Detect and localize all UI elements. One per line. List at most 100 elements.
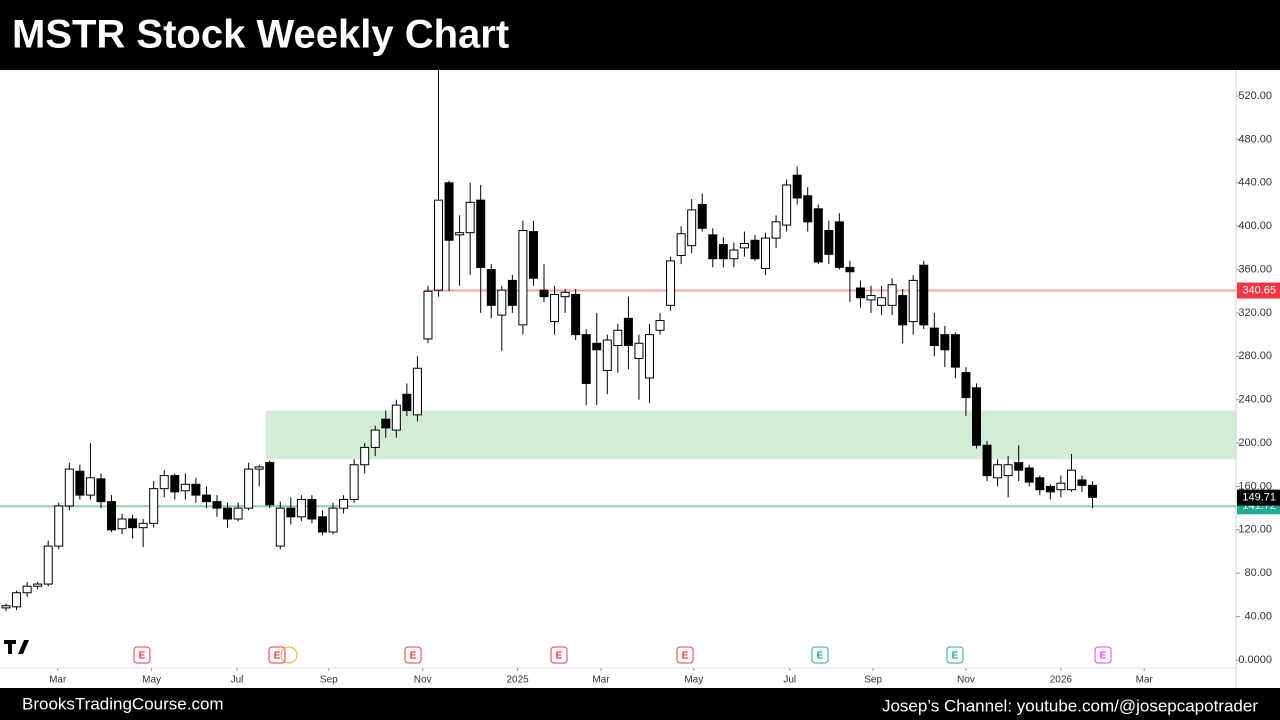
candle-body bbox=[286, 507, 296, 518]
candle-body bbox=[159, 475, 169, 490]
candle-body bbox=[275, 507, 285, 547]
candle-body bbox=[465, 201, 475, 234]
candle-body bbox=[180, 483, 190, 492]
y-tick-label: 0.0000 bbox=[1238, 654, 1272, 666]
candle-body bbox=[486, 269, 496, 306]
x-tick-label: 2026 bbox=[1050, 675, 1073, 686]
candle-body bbox=[1024, 467, 1034, 483]
candle-body bbox=[1003, 464, 1013, 477]
candle-body bbox=[877, 297, 887, 306]
candle-body bbox=[571, 293, 581, 336]
candle-body bbox=[381, 418, 391, 429]
candle-body bbox=[697, 203, 707, 229]
candle-body bbox=[750, 239, 760, 260]
y-tick-label: 80.00 bbox=[1244, 567, 1272, 579]
level-label-box bbox=[1237, 282, 1280, 299]
candle-body bbox=[138, 522, 148, 529]
chart-title: MSTR Stock Weekly Chart bbox=[12, 13, 509, 57]
last-price-box bbox=[1237, 489, 1280, 506]
y-tick-label: 400.00 bbox=[1238, 220, 1272, 232]
candle-body bbox=[244, 468, 254, 509]
candle-body bbox=[370, 429, 380, 448]
candle-body bbox=[528, 231, 538, 279]
candle-body bbox=[1014, 462, 1024, 471]
candle-body bbox=[676, 233, 686, 256]
candle-body bbox=[908, 279, 918, 323]
candle-body bbox=[1035, 477, 1045, 491]
svg-text:E: E bbox=[682, 651, 689, 662]
candle-body bbox=[233, 507, 243, 520]
candle-body bbox=[423, 290, 433, 340]
candle-body bbox=[834, 221, 844, 268]
candle-body bbox=[993, 464, 1003, 479]
y-tick-label: 120.00 bbox=[1238, 524, 1272, 536]
candle-body bbox=[339, 498, 349, 509]
candle-body bbox=[634, 342, 644, 359]
candle-body bbox=[1077, 479, 1087, 486]
candle-body bbox=[898, 295, 908, 326]
candle-body bbox=[391, 404, 401, 431]
x-tick-label: Jul bbox=[231, 675, 244, 686]
y-tick-label: 200.00 bbox=[1238, 437, 1272, 449]
candle-body bbox=[128, 518, 138, 529]
candle-body bbox=[85, 477, 95, 496]
candle-body bbox=[12, 592, 22, 608]
candle-body bbox=[223, 507, 233, 520]
candle-body bbox=[518, 230, 528, 326]
candle-body bbox=[201, 494, 211, 503]
candle-body bbox=[149, 488, 159, 524]
candle-body bbox=[887, 284, 897, 306]
candle-body bbox=[761, 237, 771, 269]
candle-body bbox=[602, 339, 612, 371]
candle-body bbox=[666, 260, 676, 306]
y-tick-label: 440.00 bbox=[1238, 177, 1272, 189]
candle-body bbox=[1, 605, 11, 609]
candle-body bbox=[191, 483, 201, 496]
candle-body bbox=[782, 184, 792, 226]
y-tick-label: 360.00 bbox=[1238, 263, 1272, 275]
candle-body bbox=[117, 518, 127, 530]
footer-bar bbox=[0, 688, 1280, 720]
candle-body bbox=[687, 209, 697, 247]
x-tick-label: Mar bbox=[49, 675, 67, 686]
candle-body bbox=[328, 507, 338, 533]
candle-body bbox=[982, 444, 992, 477]
candle-body bbox=[1066, 469, 1076, 491]
candle-body bbox=[33, 583, 43, 587]
candle-body bbox=[265, 462, 275, 506]
svg-text:E: E bbox=[139, 651, 146, 662]
last-price-label: 149.71 bbox=[1242, 492, 1276, 504]
candle-body bbox=[950, 334, 960, 368]
svg-text:E: E bbox=[952, 651, 959, 662]
candle-body bbox=[771, 221, 781, 239]
candle-body bbox=[845, 266, 855, 273]
svg-text:E: E bbox=[410, 651, 417, 662]
candle-body bbox=[360, 446, 370, 466]
candle-body bbox=[75, 470, 85, 496]
candle-body bbox=[855, 287, 865, 299]
x-tick-label: May bbox=[142, 675, 161, 686]
candle-body bbox=[539, 289, 549, 298]
y-tick-label: 280.00 bbox=[1238, 350, 1272, 362]
candle-body bbox=[434, 199, 444, 291]
candle-body bbox=[412, 367, 422, 416]
candle-body bbox=[349, 464, 359, 500]
candle-body bbox=[170, 475, 180, 493]
logo bbox=[4, 640, 29, 654]
candle-body bbox=[212, 501, 222, 509]
candle-body bbox=[824, 230, 834, 255]
candle-body bbox=[813, 208, 823, 263]
x-tick-label: Jul bbox=[783, 675, 796, 686]
candle-body bbox=[1056, 482, 1066, 491]
y-tick-label: 320.00 bbox=[1238, 307, 1272, 319]
x-tick-label: Sep bbox=[320, 675, 338, 686]
support-zone bbox=[265, 410, 1236, 460]
svg-text:E: E bbox=[556, 651, 563, 662]
candle-body bbox=[43, 545, 53, 585]
candle-body bbox=[296, 498, 306, 518]
candle-body bbox=[54, 505, 64, 547]
x-tick-label: Mar bbox=[592, 675, 610, 686]
candle-body bbox=[623, 317, 633, 346]
